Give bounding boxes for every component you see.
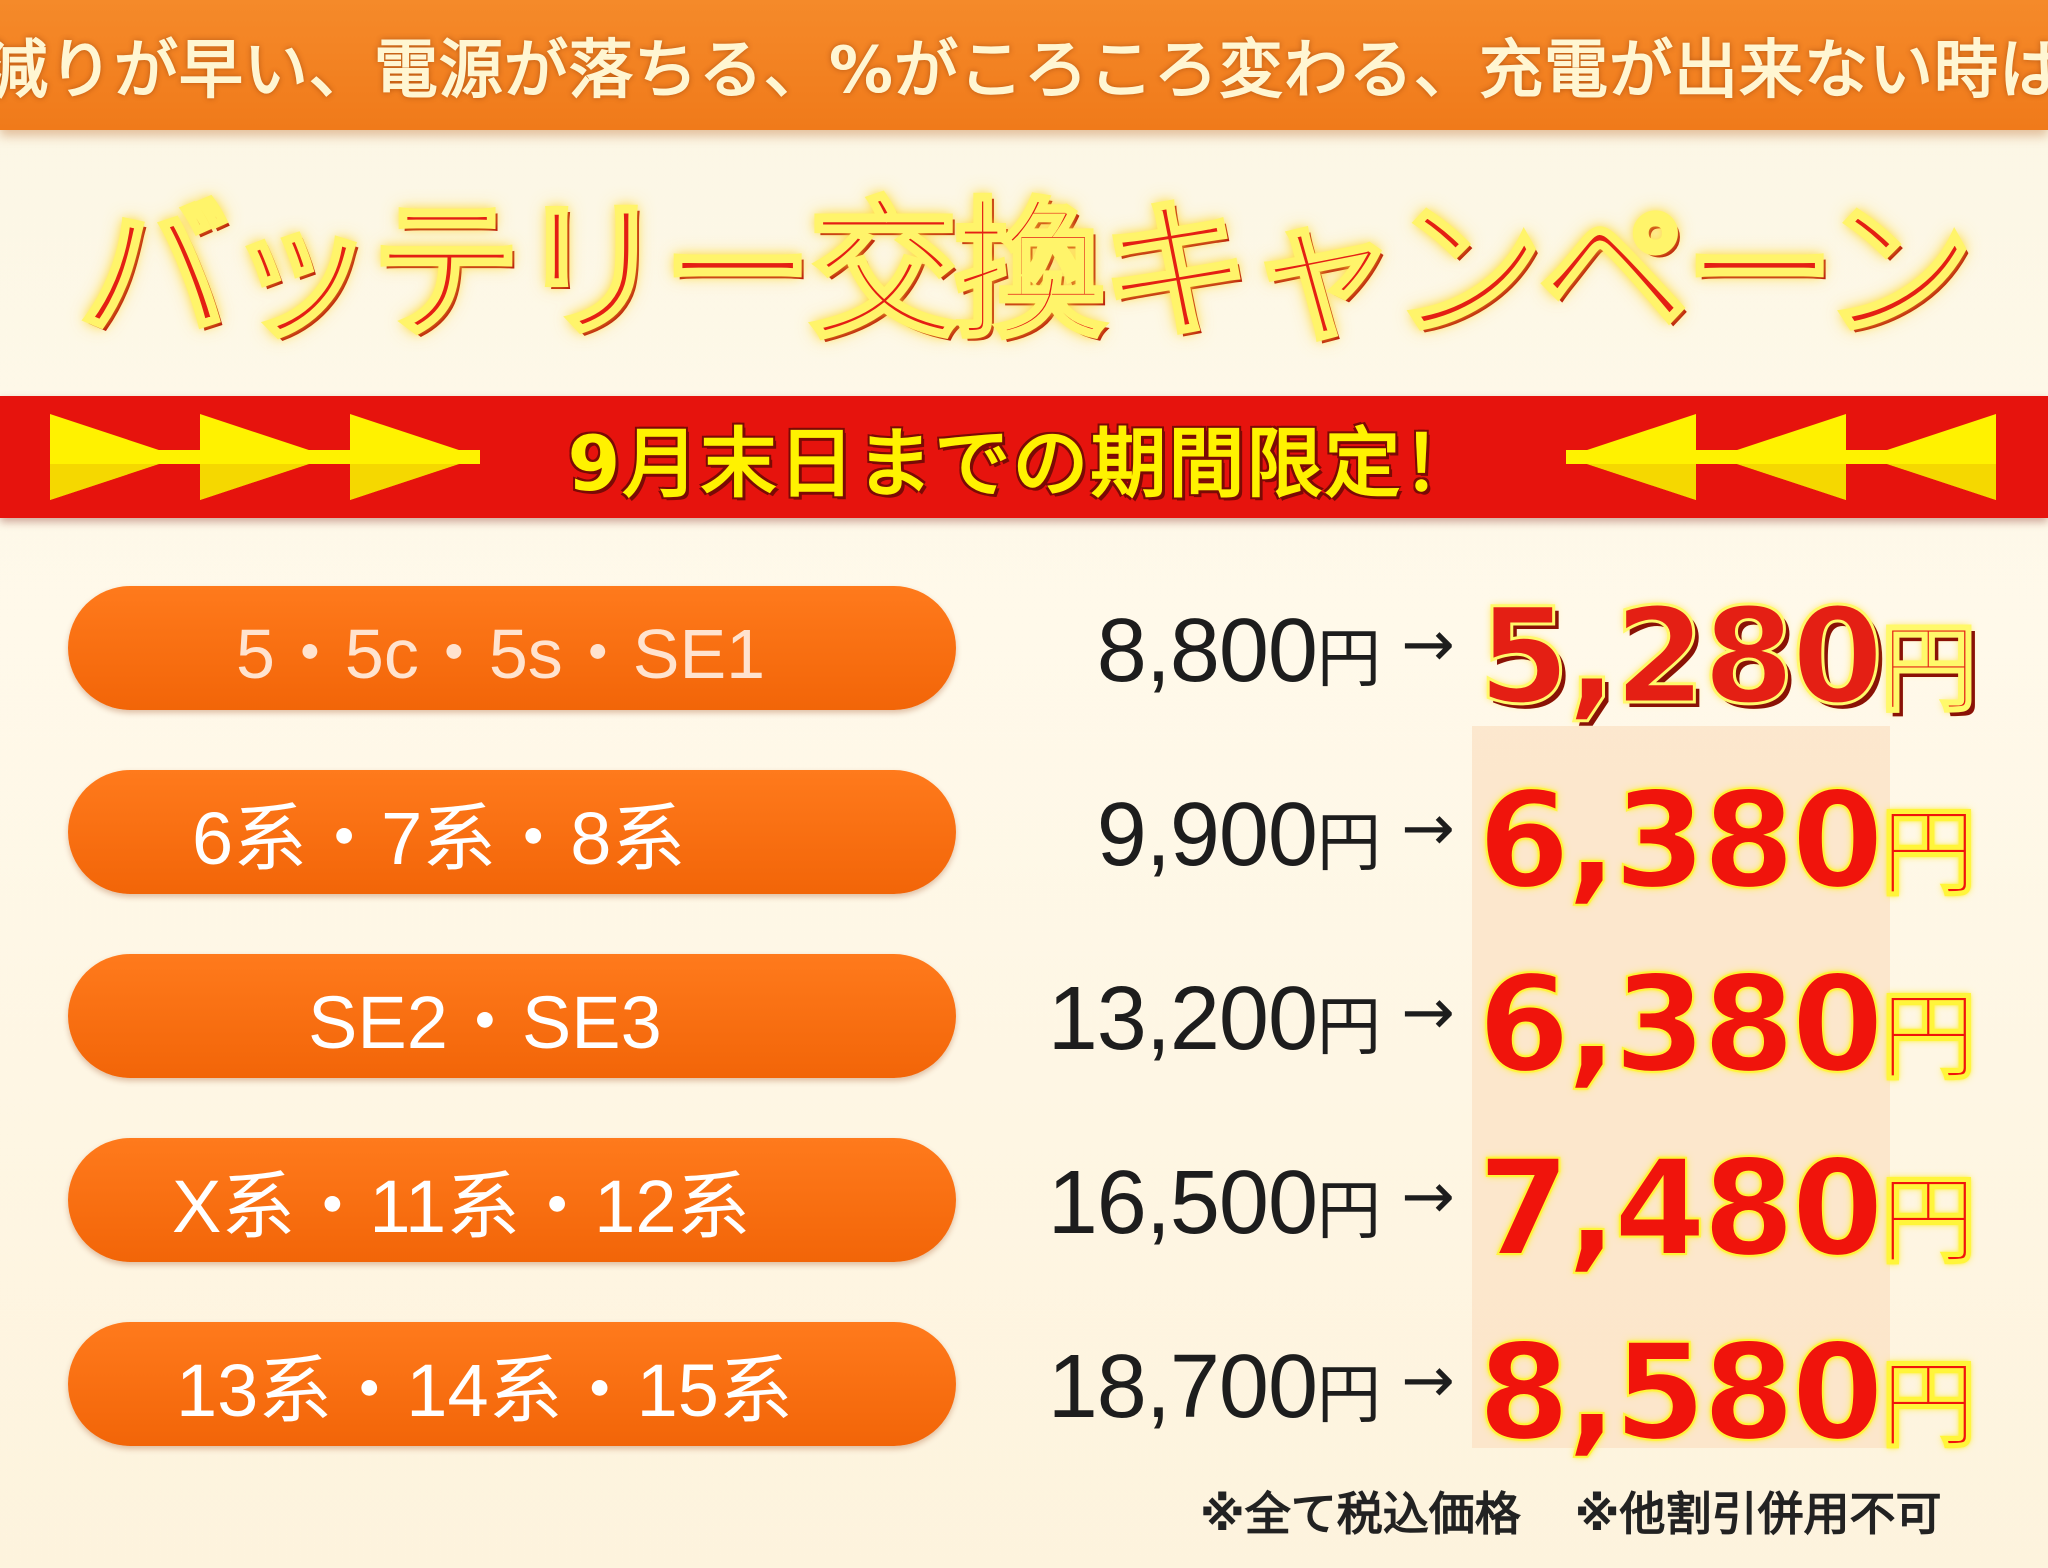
right-arrows-icon (1536, 414, 1996, 500)
regular-price-value: 8,800 (1096, 601, 1318, 701)
currency-label: 円 (1880, 796, 1978, 910)
model-label: X系・11系・12系 (172, 1164, 751, 1248)
currency-label: 円 (1879, 612, 1978, 727)
model-label: SE2・SE3 (308, 980, 662, 1064)
currency-label: 円 (1317, 1359, 1381, 1431)
campaign-price: 6,380円 (1477, 763, 2008, 919)
regular-price: 18,700円 (910, 1336, 1381, 1439)
campaign-price-value: 7,480 (1477, 1131, 1885, 1287)
header-bar: 減りが早い、電源が落ちる、%がころころ変わる、充電が出来ない時は (0, 0, 2048, 130)
model-label: 13系・14系・15系 (176, 1348, 793, 1432)
regular-price-value: 13,200 (1047, 969, 1318, 1069)
model-pill: 13系・14系・15系 (68, 1322, 956, 1446)
regular-price: 9,900円 (910, 784, 1381, 887)
regular-price-value: 9,900 (1096, 785, 1318, 885)
currency-label: 円 (1317, 1175, 1381, 1247)
arrow-icon: → (1401, 976, 1455, 1050)
model-pill: 6系・7系・8系 (68, 770, 956, 894)
model-label: 5・5c・5s・SE1 (236, 614, 766, 693)
price-row: X系・11系・12系 16,500円 → 7,480円 (0, 1131, 2048, 1287)
regular-price: 13,200円 (910, 968, 1381, 1071)
regular-price: 16,500円 (910, 1152, 1381, 1255)
campaign-price-value: 5,280 (1477, 579, 1886, 736)
price-row: 6系・7系・8系 9,900円 → 6,380円 (0, 763, 2048, 919)
arrow-icon: → (1401, 792, 1455, 866)
header-tagline: 減りが早い、電源が落ちる、%がころころ変わる、充電が出来ない時は (0, 34, 2048, 108)
campaign-price: 6,380円 (1477, 947, 2008, 1103)
regular-price: 8,800円 (910, 600, 1381, 703)
campaign-title: バッテリー交換キャンペーン (0, 168, 2048, 361)
campaign-price-value: 6,380 (1477, 763, 1885, 919)
price-highlight-panel (1472, 726, 1890, 1448)
footnotes: ※全て税込価格 ※他割引併用不可 (1200, 1478, 2000, 1544)
model-pill: 5・5c・5s・SE1 (68, 586, 956, 710)
tax-note: ※全て税込価格 (1200, 1487, 1521, 1541)
banner-label-text: 9月末日までの期間限定！ (567, 419, 1481, 508)
left-arrows-icon (50, 414, 490, 500)
campaign-price: 8,580円 (1477, 1315, 2008, 1471)
model-pill: X系・11系・12系 (68, 1138, 956, 1262)
currency-label: 円 (1880, 1164, 1978, 1278)
currency-label: 円 (1317, 807, 1381, 879)
campaign-price: 7,480円 (1477, 1131, 2008, 1287)
price-row: 5・5c・5s・SE1 8,800円 → 5,280円 (0, 579, 2048, 736)
limited-period-banner: 9月末日までの期間限定！ (0, 396, 2048, 518)
discount-note: ※他割引併用不可 (1574, 1487, 1942, 1541)
model-pill: SE2・SE3 (68, 954, 956, 1078)
regular-price-value: 18,700 (1047, 1337, 1318, 1437)
regular-price-value: 16,500 (1047, 1153, 1318, 1253)
arrow-icon: → (1401, 1160, 1455, 1234)
model-label: 6系・7系・8系 (192, 796, 686, 880)
currency-label: 円 (1317, 623, 1381, 695)
campaign-price: 5,280円 (1477, 579, 2008, 736)
campaign-price-value: 6,380 (1477, 947, 1885, 1103)
campaign-price-value: 8,580 (1477, 1315, 1885, 1471)
price-row: SE2・SE3 13,200円 → 6,380円 (0, 947, 2048, 1103)
banner-label: 9月末日までの期間限定！ (0, 396, 2048, 518)
arrow-icon: → (1401, 1344, 1455, 1418)
price-row: 13系・14系・15系 18,700円 → 8,580円 (0, 1315, 2048, 1471)
currency-label: 円 (1880, 980, 1978, 1094)
arrow-icon: → (1401, 608, 1455, 682)
currency-label: 円 (1317, 991, 1381, 1063)
campaign-title-text: バッテリー交換キャンペーン (77, 183, 1976, 361)
currency-label: 円 (1880, 1348, 1978, 1462)
